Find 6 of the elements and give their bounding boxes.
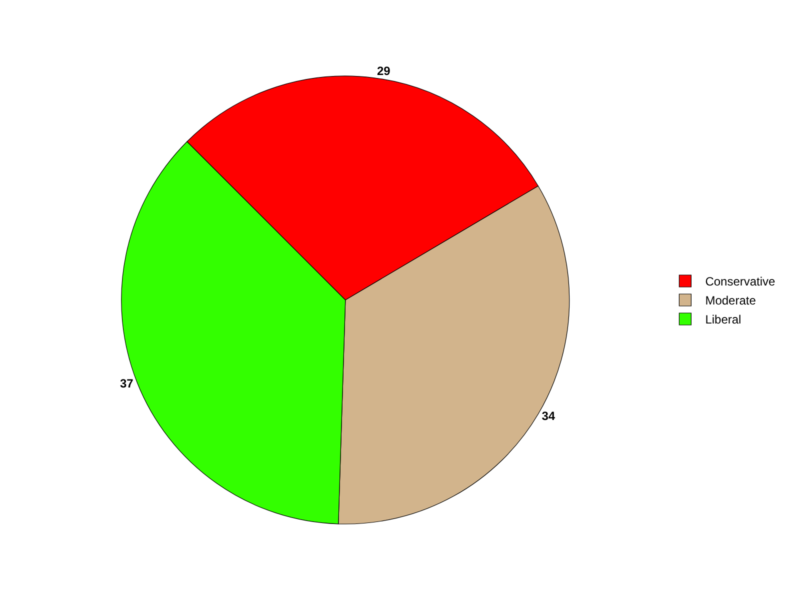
legend-label: Moderate bbox=[705, 294, 756, 308]
legend-label: Liberal bbox=[705, 312, 742, 327]
legend-label: Conservative bbox=[705, 274, 776, 289]
data-label: 34 bbox=[542, 408, 556, 423]
data-label: 29 bbox=[376, 64, 391, 78]
data-label: 37 bbox=[120, 376, 134, 390]
